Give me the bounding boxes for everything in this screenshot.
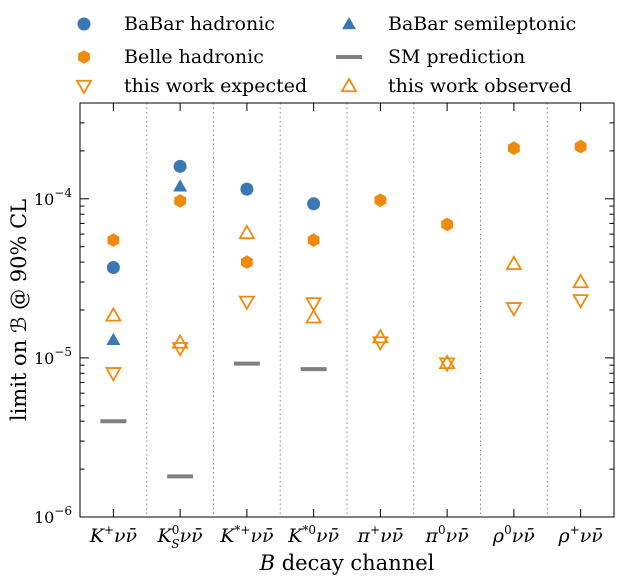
legend-marker-triangle-up — [342, 17, 356, 30]
legend-marker-triangle-up-open — [340, 77, 358, 93]
point-hexagon — [574, 139, 587, 154]
legend-label: this work observed — [388, 75, 572, 97]
point-circle — [307, 197, 321, 211]
y-axis-title: limit on ℬ @ 90% CL — [7, 199, 31, 421]
point-hexagon — [374, 193, 387, 207]
legend-label: BaBar hadronic — [124, 13, 275, 35]
point-hexagon — [441, 217, 454, 232]
point-triangle-up-open — [371, 328, 389, 344]
x-tick-label: π+νν̄ — [357, 523, 404, 547]
point-hexagon — [507, 141, 520, 155]
legend-label: BaBar semileptonic — [388, 13, 576, 35]
point-triangle-down-open — [171, 342, 189, 358]
x-axis-title: B decay channel — [259, 551, 435, 575]
point-triangle-up — [106, 332, 121, 346]
point-circle — [173, 159, 187, 173]
x-tick-label: K*0νν̄ — [287, 523, 339, 547]
legend-marker-circle — [77, 17, 91, 31]
point-hexagon — [240, 255, 253, 269]
point-triangle-down-open — [305, 297, 323, 313]
x-tick-label: ρ+νν̄ — [557, 523, 603, 547]
x-tick-label: π0νν̄ — [425, 523, 470, 547]
point-hexagon — [307, 233, 320, 247]
point-triangle-down-open — [438, 357, 456, 373]
y-tick-label: 10−4 — [34, 186, 72, 209]
point-hexagon — [107, 233, 120, 247]
point-triangle-down-open — [371, 336, 389, 352]
legend-label: Belle hadronic — [124, 46, 264, 68]
point-circle — [106, 260, 120, 274]
point-triangle-up-open — [572, 273, 590, 289]
point-triangle-down-open — [104, 367, 122, 383]
point-triangle-down-open — [505, 302, 523, 318]
point-triangle-up-open — [104, 306, 122, 322]
channel-separators — [146, 103, 548, 517]
x-axis: K+νν̄ K0 Sνν̄ K*+νν̄ K*0νν̄ π+νν̄ π0νν̄ ρ0νν̄ ρ+… — [89, 103, 603, 551]
x-tick-label: K*+νν̄ — [219, 523, 274, 547]
point-circle — [240, 182, 254, 196]
point-triangle-down-open — [572, 294, 590, 310]
legend-marker-hexagon — [78, 50, 90, 64]
data-marks — [100, 139, 590, 479]
point-triangle-up-open — [238, 224, 256, 240]
point-triangle-up — [173, 179, 188, 192]
point-hexagon — [174, 194, 187, 208]
point-triangle-up-open — [305, 308, 323, 324]
x-tick-label: ρ0νν̄ — [492, 523, 535, 547]
x-tick-label: K+νν̄ — [89, 523, 138, 547]
legend-label: SM prediction — [388, 46, 525, 68]
legend-label: this work expected — [124, 75, 307, 97]
point-triangle-up-open — [438, 354, 456, 370]
y-tick-label: 10−5 — [34, 345, 72, 368]
point-triangle-up-open — [505, 255, 523, 271]
point-triangle-down-open — [238, 295, 256, 311]
point-triangle-up-open — [171, 333, 189, 349]
legend-marker-triangle-down-open — [75, 79, 93, 95]
y-axis: 10−6 10−5 10−4 — [34, 102, 614, 527]
x-tick-label: K0 Sνν̄ — [157, 523, 204, 551]
legend: BaBar hadronic Belle hadronic this work ex… — [75, 13, 576, 97]
y-tick-label: 10−6 — [34, 504, 72, 527]
